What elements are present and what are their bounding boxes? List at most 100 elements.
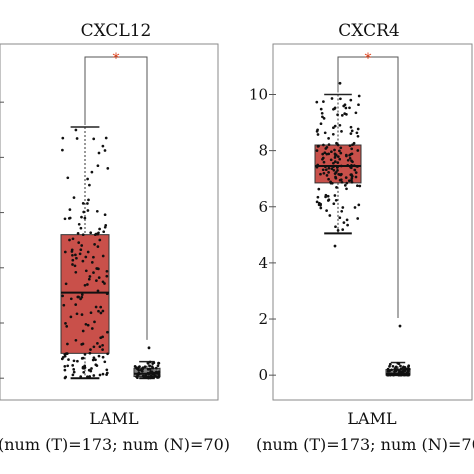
data-point <box>156 364 160 368</box>
data-point <box>338 123 342 127</box>
data-point <box>106 352 109 356</box>
data-point <box>74 338 78 342</box>
data-point <box>330 181 334 185</box>
data-point <box>356 127 360 131</box>
data-point <box>69 315 73 319</box>
data-point <box>326 199 330 202</box>
data-point <box>75 137 79 140</box>
data-point <box>394 369 398 373</box>
data-point <box>61 356 65 359</box>
data-point <box>92 271 95 274</box>
bracket-line <box>84 56 148 340</box>
data-point <box>77 241 81 244</box>
data-point <box>332 168 336 172</box>
data-point <box>319 206 323 210</box>
data-point <box>101 372 105 376</box>
data-point <box>358 184 362 188</box>
data-point <box>322 171 326 175</box>
data-point <box>402 369 406 373</box>
data-point <box>333 156 337 159</box>
data-point <box>90 261 94 264</box>
data-point <box>105 373 108 376</box>
data-point <box>356 165 359 168</box>
data-point <box>348 106 351 110</box>
data-point <box>96 232 100 236</box>
data-point <box>336 113 339 117</box>
data-point <box>330 167 334 171</box>
data-point <box>334 175 337 179</box>
data-point <box>316 133 320 136</box>
data-point <box>92 374 96 377</box>
plot-frame-cxcl12 <box>0 43 219 401</box>
data-point <box>349 125 353 129</box>
data-point <box>322 143 325 147</box>
data-point <box>353 168 357 172</box>
box-n <box>385 324 411 377</box>
data-point <box>81 202 85 205</box>
data-point <box>337 172 341 176</box>
data-point <box>315 149 319 152</box>
data-point <box>74 303 78 306</box>
data-point <box>96 245 100 248</box>
data-point <box>91 358 95 362</box>
data-point <box>144 373 148 377</box>
data-point <box>344 176 348 179</box>
bracket-line <box>337 56 399 319</box>
data-point <box>62 303 66 307</box>
data-point <box>348 156 352 160</box>
data-point <box>105 368 109 372</box>
data-point <box>106 330 109 334</box>
data-point <box>83 353 87 356</box>
data-point <box>406 368 410 371</box>
data-point <box>106 167 110 170</box>
data-point <box>324 165 327 169</box>
data-point <box>147 373 151 376</box>
data-point <box>99 305 103 309</box>
data-point <box>330 97 334 100</box>
box-n <box>133 346 161 380</box>
data-point <box>340 209 344 213</box>
data-point <box>90 170 94 174</box>
y-axis-cxcl12 <box>0 101 4 379</box>
data-point <box>319 122 323 126</box>
data-point <box>89 348 92 351</box>
data-point <box>82 210 86 214</box>
data-point <box>87 198 90 202</box>
data-point <box>68 238 71 242</box>
data-point <box>338 178 342 182</box>
data-point <box>71 258 75 262</box>
data-point <box>325 174 329 177</box>
data-point <box>350 179 353 182</box>
data-point <box>103 360 107 364</box>
data-point <box>344 106 348 110</box>
data-point <box>334 171 338 174</box>
data-point <box>388 365 391 368</box>
box-iqr <box>60 234 110 354</box>
data-point <box>101 144 105 148</box>
data-point <box>64 375 68 379</box>
data-point <box>86 375 89 379</box>
data-point <box>155 375 158 378</box>
data-point <box>93 320 96 324</box>
data-point <box>316 145 320 148</box>
data-point <box>338 216 342 220</box>
data-point <box>104 224 108 227</box>
data-point <box>146 362 150 365</box>
data-point <box>333 124 337 128</box>
data-point <box>352 164 356 167</box>
data-point <box>72 368 76 371</box>
data-point <box>390 368 393 372</box>
chart-title-cxcl12: CXCL12 <box>81 21 152 41</box>
data-point <box>88 183 91 187</box>
data-point <box>321 115 324 119</box>
y-tick-label-4: 8 <box>258 142 268 160</box>
data-point <box>386 373 390 377</box>
data-point <box>407 365 410 369</box>
data-point <box>398 373 402 377</box>
data-point <box>97 354 101 358</box>
data-point <box>71 253 74 257</box>
data-point <box>86 323 90 327</box>
data-point <box>339 164 343 168</box>
panel-cxcl12: CXCL12 * LAML (num (T)=173; num (N)=70) <box>0 21 230 454</box>
